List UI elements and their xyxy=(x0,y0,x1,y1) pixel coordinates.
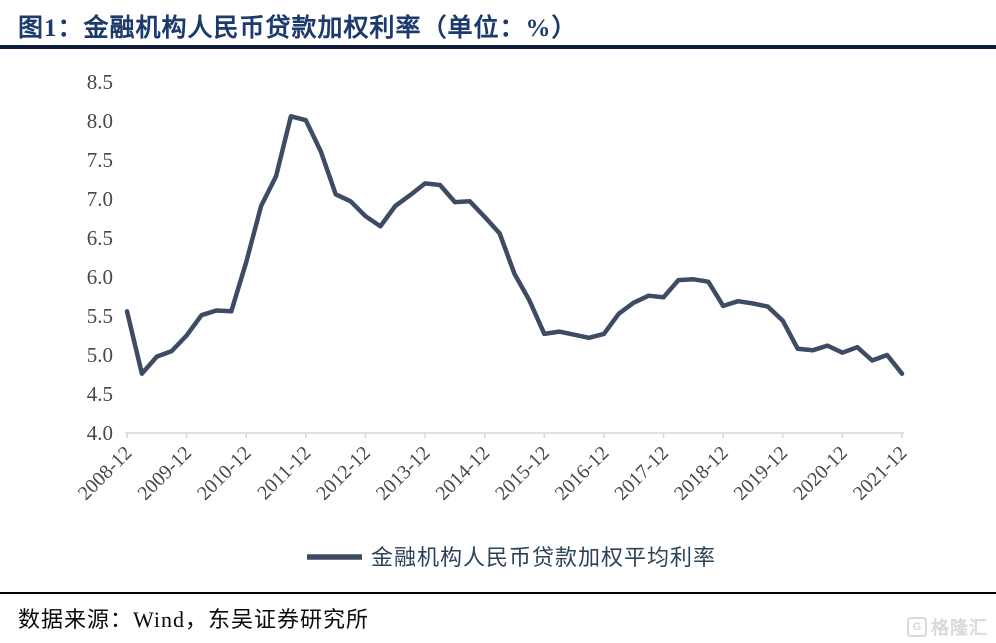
y-tick-label: 5.0 xyxy=(87,343,113,367)
x-tick-label: 2018-12 xyxy=(670,442,733,505)
x-tick-label: 2009-12 xyxy=(133,442,196,505)
x-tick-label: 2011-12 xyxy=(253,442,315,504)
x-tick-label: 2021-12 xyxy=(849,442,912,505)
x-tick-label: 2010-12 xyxy=(193,442,256,505)
y-axis-labels: 8.5 8.0 7.5 7.0 6.5 6.0 5.5 5.0 4.5 4.0 xyxy=(87,70,113,445)
gelonghui-logo-icon: G xyxy=(907,617,927,637)
series-line xyxy=(124,114,905,376)
x-axis: 2008-122009-122010-122011-122012-122013-… xyxy=(74,432,912,505)
x-tick-label: 2017-12 xyxy=(610,442,673,505)
x-tick-label: 2014-12 xyxy=(432,442,495,505)
x-tick-label: 2016-12 xyxy=(551,442,614,505)
legend-label: 金融机构人民币贷款加权平均利率 xyxy=(371,545,716,570)
x-tick-label: 2015-12 xyxy=(491,442,554,505)
y-tick-label: 4.0 xyxy=(87,421,113,445)
x-tick-label: 2008-12 xyxy=(74,442,137,505)
source-note: 数据来源：Wind，东吴证券研究所 xyxy=(18,607,369,632)
y-tick-label: 8.5 xyxy=(87,70,113,94)
x-tick-label: 2019-12 xyxy=(730,442,793,505)
figure-title: 图1：金融机构人民币贷款加权利率（单位：%） xyxy=(18,15,578,42)
y-tick-label: 7.0 xyxy=(87,187,113,211)
y-tick-label: 5.5 xyxy=(87,304,113,328)
y-tick-label: 7.5 xyxy=(87,148,113,172)
footer-rule xyxy=(0,592,996,594)
y-tick-label: 6.5 xyxy=(87,226,113,250)
loan-rate-line-chart: 8.5 8.0 7.5 7.0 6.5 6.0 5.5 5.0 4.5 4.02008-12200… xyxy=(74,70,912,570)
watermark-text: 格隆汇 xyxy=(931,618,988,638)
y-tick-label: 8.0 xyxy=(87,109,113,133)
y-tick-label: 4.5 xyxy=(87,382,113,406)
title-rule xyxy=(0,45,996,49)
x-tick-label: 2020-12 xyxy=(789,442,852,505)
watermark: G 格隆汇 xyxy=(907,614,988,640)
y-tick-label: 6.0 xyxy=(87,265,113,289)
x-tick-label: 2013-12 xyxy=(372,442,435,505)
legend: 金融机构人民币贷款加权平均利率 xyxy=(307,545,716,570)
x-tick-label: 2012-12 xyxy=(312,442,375,505)
